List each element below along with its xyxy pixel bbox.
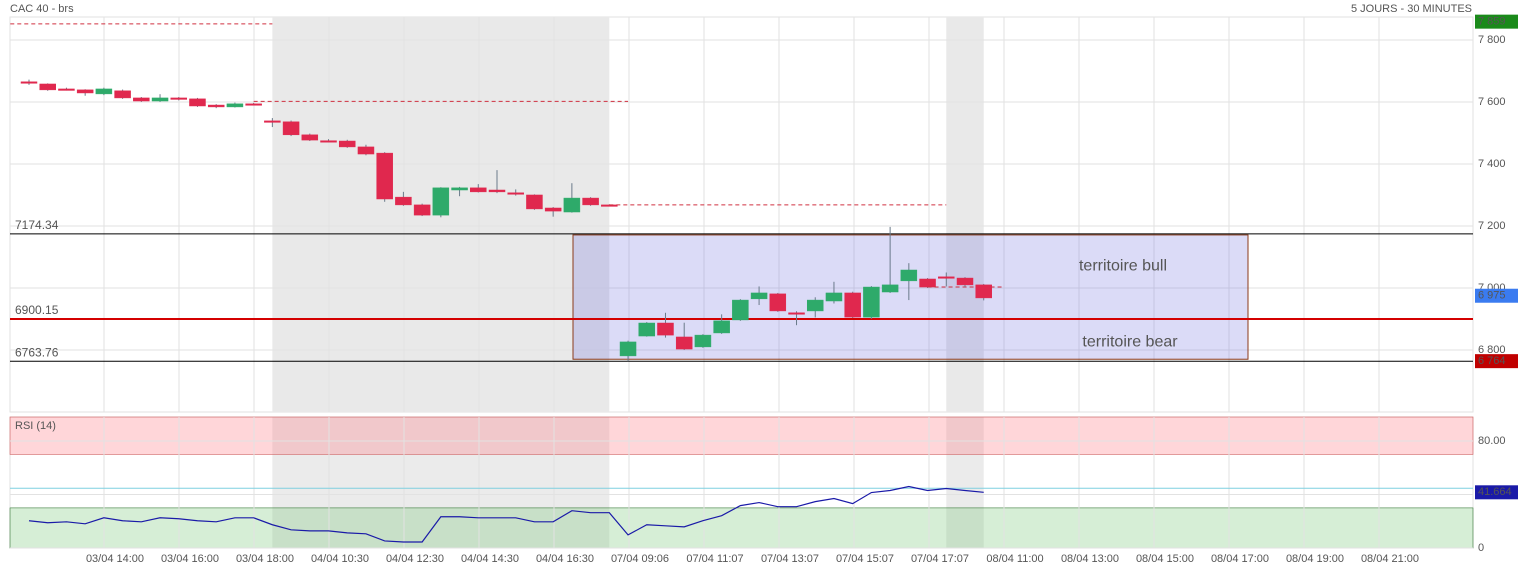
y-tick-label: 7 400	[1478, 158, 1506, 170]
price-tag	[1475, 14, 1518, 29]
session-shade	[946, 417, 984, 548]
chart-title: CAC 40 - brs	[10, 3, 74, 15]
candle-body	[844, 292, 861, 318]
candle-body	[619, 341, 637, 357]
candle-body	[975, 284, 992, 299]
x-tick-label: 08/04 21:00	[1361, 553, 1419, 565]
candle-body	[76, 89, 94, 94]
candle-body	[956, 277, 974, 286]
candle-body	[170, 97, 188, 100]
candle-body	[282, 121, 300, 136]
rsi-tick-label: 0	[1478, 542, 1484, 554]
x-tick-label: 07/04 09:06	[611, 553, 669, 565]
candle-body	[395, 196, 412, 206]
price-tag-label: 6 764	[1478, 355, 1506, 367]
annotation: territoire bull	[1079, 258, 1167, 275]
x-tick-label: 08/04 19:00	[1286, 553, 1344, 565]
x-tick-label: 08/04 17:00	[1211, 553, 1269, 565]
candle-body	[900, 269, 918, 282]
price-tag	[1475, 288, 1518, 303]
candle-body	[357, 146, 375, 155]
rsi-tick-label: 80.00	[1478, 435, 1506, 447]
x-tick-label: 03/04 16:00	[161, 553, 219, 565]
session-shade	[946, 17, 984, 412]
candle-body	[938, 276, 955, 279]
level-label: 6763.76	[15, 345, 59, 359]
candle-body	[638, 322, 656, 337]
candle-body	[264, 120, 281, 123]
price-tag	[1475, 354, 1518, 369]
x-tick-label: 07/04 15:07	[836, 553, 894, 565]
candle-body	[713, 320, 730, 334]
candle-body	[151, 97, 169, 102]
candle-body	[694, 334, 712, 348]
candle-body	[20, 81, 38, 84]
price-panel	[9, 16, 1474, 413]
candle-body	[582, 197, 599, 206]
candle-body	[881, 284, 899, 293]
x-tick-label: 08/04 15:00	[1136, 553, 1194, 565]
candle-body	[470, 187, 487, 193]
candle-body	[320, 140, 337, 143]
candle-body	[788, 312, 805, 315]
overbought-zone	[9, 416, 1474, 455]
level-label: 6900.15	[15, 303, 59, 317]
candle-body	[544, 207, 562, 212]
candle-body	[376, 152, 393, 200]
y-tick-label: 7 200	[1478, 220, 1506, 232]
x-tick-label: 03/04 18:00	[236, 553, 294, 565]
y-tick-label: 6 800	[1478, 344, 1506, 356]
oversold-zone	[9, 507, 1474, 549]
candle-body	[806, 299, 824, 312]
candle-body	[95, 88, 113, 95]
x-tick-label: 07/04 11:07	[686, 553, 743, 565]
candle-body	[413, 204, 431, 216]
level-label: 7174.34	[15, 218, 59, 232]
candle-body	[338, 140, 356, 148]
candle-body	[189, 98, 206, 107]
annotation: territoire bear	[1082, 333, 1178, 350]
x-tick-label: 08/04 11:00	[986, 553, 1043, 565]
x-tick-label: 04/04 14:30	[461, 553, 519, 565]
candle-body	[114, 90, 131, 99]
candle-body	[39, 83, 56, 91]
candle-body	[58, 88, 75, 91]
rsi-line	[28, 485, 984, 543]
candle-body	[507, 192, 524, 195]
candle-body	[245, 103, 262, 106]
rsi-tag-label: 41.664	[1478, 486, 1512, 498]
x-tick-label: 04/04 10:30	[311, 553, 369, 565]
x-tick-label: 04/04 16:30	[536, 553, 594, 565]
rsi-tag	[1475, 485, 1518, 500]
candle-body	[207, 104, 225, 108]
candle-body	[825, 292, 843, 302]
candle-body	[657, 322, 674, 336]
candle-body	[750, 292, 768, 300]
candle-body	[451, 187, 468, 191]
candle-body	[301, 134, 319, 141]
candle-body	[526, 194, 543, 210]
chart-subtitle: 5 JOURS - 30 MINUTES	[1351, 3, 1472, 15]
candle-body	[133, 97, 150, 102]
y-tick-label: 7 800	[1478, 34, 1506, 46]
candle-body	[488, 189, 506, 193]
candle-body	[675, 336, 693, 350]
y-tick-label: 7 600	[1478, 96, 1506, 108]
candle-body	[863, 286, 880, 318]
x-tick-label: 08/04 13:00	[1061, 553, 1119, 565]
candle-body	[563, 197, 581, 213]
x-tick-label: 03/04 14:00	[86, 553, 144, 565]
candle-body	[732, 299, 749, 321]
candle-body	[919, 278, 936, 288]
candle-body	[432, 187, 450, 216]
x-tick-label: 07/04 13:07	[761, 553, 819, 565]
x-tick-label: 04/04 12:30	[386, 553, 444, 565]
price-tag-label: 7 859	[1478, 16, 1506, 28]
candle-body	[226, 103, 244, 108]
rsi-name: RSI (14)	[15, 420, 56, 432]
candle-body	[769, 293, 787, 312]
price-tag-label: 6 975	[1478, 290, 1506, 302]
x-tick-label: 07/04 17:07	[911, 553, 969, 565]
